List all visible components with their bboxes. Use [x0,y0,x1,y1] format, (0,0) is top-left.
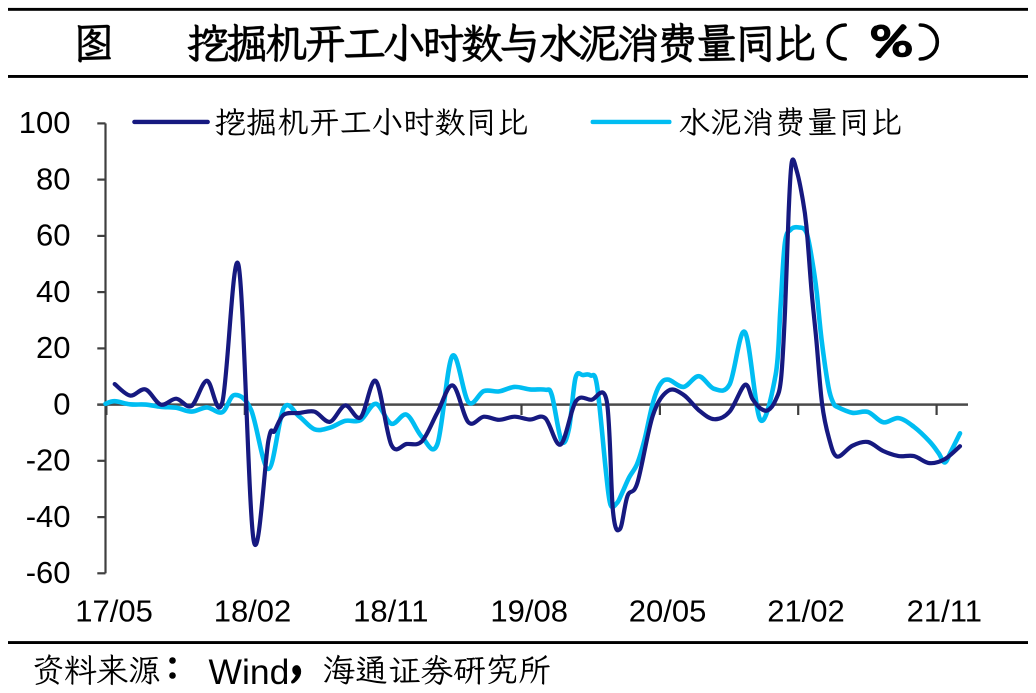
svg-text:21/11: 21/11 [907,593,982,628]
svg-text:20/05: 20/05 [629,593,707,628]
svg-text:60: 60 [36,218,70,253]
svg-text:100: 100 [19,105,71,140]
svg-text:18/02: 18/02 [214,593,292,628]
svg-text:Wind: Wind [209,652,290,692]
svg-text:18/11: 18/11 [353,593,428,628]
svg-text:80: 80 [36,161,70,196]
svg-text:17/05: 17/05 [75,593,153,628]
svg-text:0: 0 [53,386,70,421]
svg-text:19/08: 19/08 [490,593,568,628]
svg-text:-20: -20 [26,443,71,478]
svg-text:40: 40 [36,274,70,309]
svg-text:-60: -60 [26,555,71,590]
svg-text:20: 20 [36,330,70,365]
svg-text:21/02: 21/02 [767,593,845,628]
svg-text:-40: -40 [26,499,71,534]
